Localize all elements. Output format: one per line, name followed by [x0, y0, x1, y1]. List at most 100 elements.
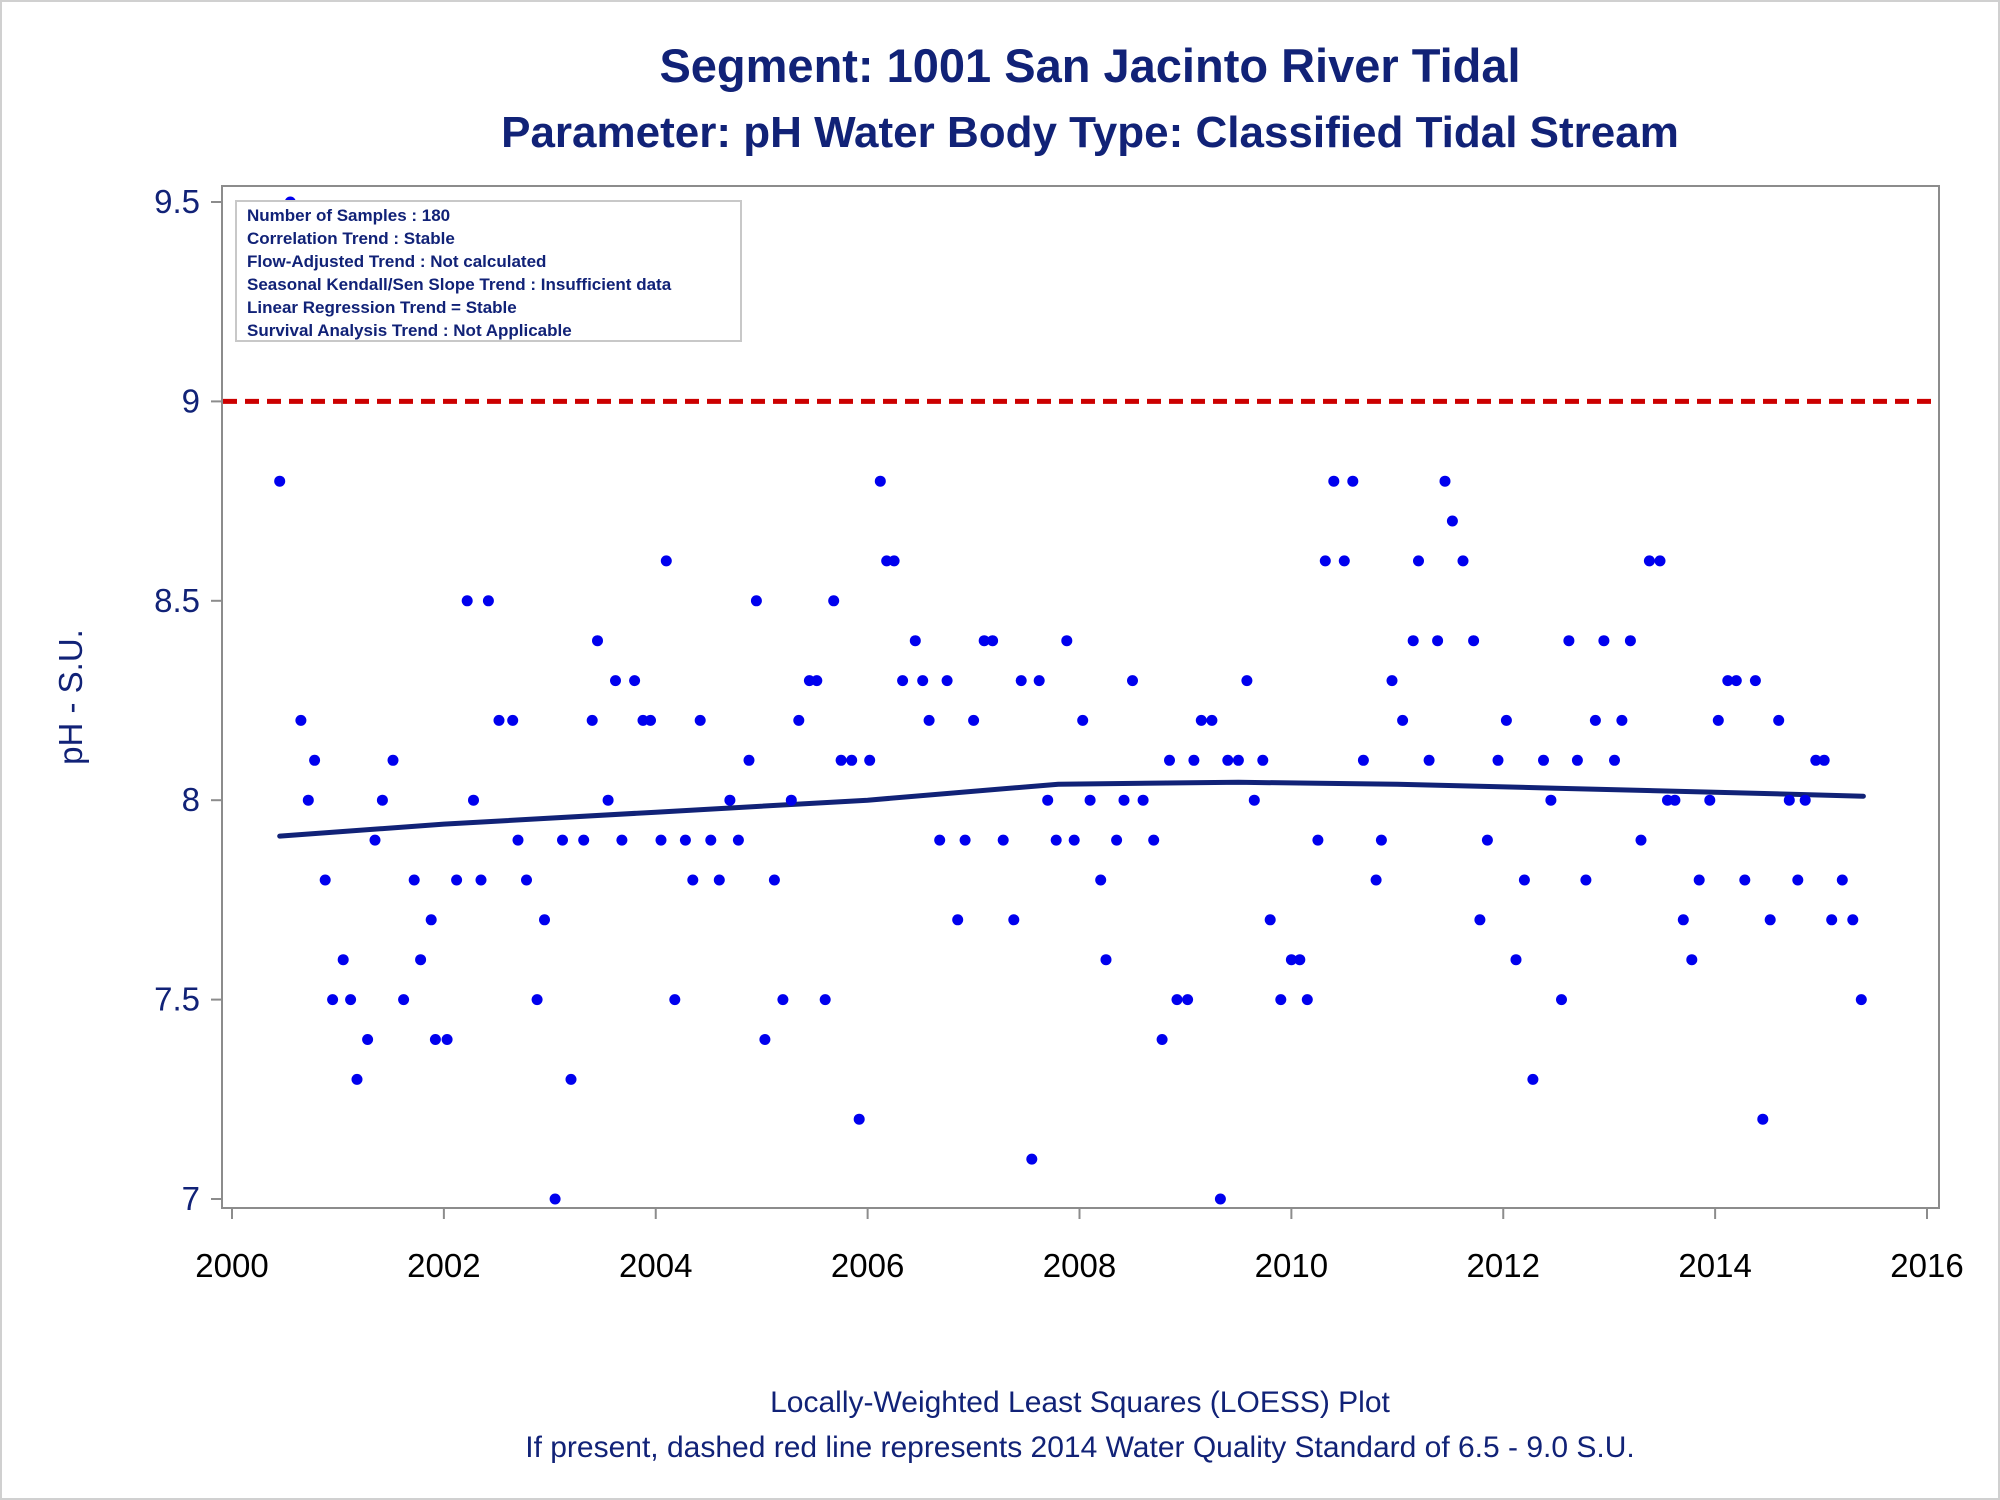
data-point: [1792, 874, 1804, 886]
data-point: [1749, 675, 1761, 687]
data-point: [952, 914, 964, 926]
data-point: [968, 714, 980, 726]
legend-box: [235, 200, 742, 342]
data-point: [1677, 914, 1689, 926]
legend-line-correlation: Correlation Trend : Stable: [247, 229, 455, 248]
data-point: [1510, 954, 1522, 966]
data-point: [1033, 675, 1045, 687]
data-point: [1413, 555, 1424, 567]
data-point: [1527, 1073, 1539, 1085]
data-point: [578, 834, 590, 846]
data-point: [592, 635, 603, 647]
data-point: [1077, 714, 1089, 726]
data-point: [1171, 994, 1183, 1006]
data-point: [1764, 914, 1776, 926]
data-point: [669, 994, 681, 1006]
data-point: [1589, 714, 1601, 726]
data-point: [1624, 635, 1636, 647]
data-point: [1118, 794, 1130, 806]
data-point: [660, 555, 672, 567]
y-tick-label: 7: [182, 1180, 200, 1217]
x-tick-label: 2010: [1255, 1247, 1328, 1284]
data-point: [1518, 874, 1530, 886]
data-point: [1847, 914, 1859, 926]
data-point: [941, 675, 953, 687]
data-point: [415, 954, 427, 966]
x-axis: 2000 2002 2004 2006 2008 2010 2012 2014 2016: [195, 1208, 1964, 1284]
data-point: [1730, 675, 1742, 687]
data-point: [387, 754, 399, 766]
data-point: [565, 1073, 577, 1085]
data-point: [369, 834, 381, 846]
x-tick-label: 2006: [831, 1247, 904, 1284]
data-point: [785, 794, 797, 806]
data-point: [482, 595, 494, 607]
data-point: [493, 714, 505, 726]
data-point: [724, 794, 736, 806]
y-tick-label: 9: [182, 382, 200, 419]
data-point: [1818, 754, 1830, 766]
data-point: [1492, 754, 1504, 766]
data-point: [610, 675, 621, 687]
data-point: [1538, 754, 1549, 766]
data-point: [694, 714, 706, 726]
data-point: [987, 635, 999, 647]
data-point: [327, 994, 339, 1006]
data-point: [1127, 675, 1138, 687]
data-point: [1580, 874, 1592, 886]
x-tick-label: 2000: [195, 1247, 268, 1284]
data-point: [1248, 794, 1260, 806]
footer-line-2: If present, dashed red line represents 2…: [525, 1431, 1635, 1464]
data-point: [759, 1034, 771, 1045]
data-point: [1722, 675, 1734, 687]
data-point: [934, 834, 946, 846]
data-point: [768, 874, 780, 886]
data-point: [1643, 555, 1655, 567]
data-point: [1026, 1153, 1038, 1165]
data-point: [1137, 794, 1149, 806]
data-point: [512, 834, 524, 846]
data-point: [917, 675, 929, 687]
data-point: [864, 754, 876, 766]
data-point: [451, 874, 463, 886]
data-point: [429, 1034, 441, 1045]
y-tick-label: 8: [182, 781, 200, 818]
data-point: [351, 1073, 363, 1085]
data-point: [1757, 1113, 1769, 1125]
data-point: [521, 874, 532, 886]
data-point: [1598, 635, 1610, 647]
data-point: [1008, 914, 1020, 926]
data-point: [874, 475, 886, 487]
data-point: [1084, 794, 1096, 806]
y-tick-label: 9.5: [154, 183, 200, 220]
data-points: [274, 196, 1867, 1205]
data-point: [1407, 635, 1419, 647]
data-point: [425, 914, 437, 926]
data-point: [1095, 874, 1107, 886]
x-tick-label: 2014: [1678, 1247, 1751, 1284]
data-point: [602, 794, 614, 806]
stats-legend: Number of Samples : 180 Correlation Tren…: [235, 200, 742, 342]
data-point: [1423, 754, 1435, 766]
data-point: [828, 595, 840, 607]
data-point: [679, 834, 691, 846]
data-point: [345, 994, 357, 1006]
y-tick-label: 7.5: [154, 981, 200, 1018]
y-axis: 7 7.5 8 8.5 9 9.5: [154, 183, 222, 1217]
data-point: [1457, 555, 1469, 567]
data-point: [705, 834, 717, 846]
data-point: [959, 834, 971, 846]
data-point: [1148, 834, 1160, 846]
chart-title: Segment: 1001 San Jacinto River Tidal: [659, 39, 1520, 92]
data-point: [1799, 794, 1811, 806]
data-point: [1654, 555, 1666, 567]
data-point: [1050, 834, 1062, 846]
data-point: [1214, 1193, 1226, 1205]
data-point: [1481, 834, 1493, 846]
data-point: [629, 675, 641, 687]
data-point: [777, 994, 789, 1006]
data-point: [475, 874, 487, 886]
loess-line: [277, 779, 1866, 839]
data-point: [398, 994, 410, 1006]
data-point: [1357, 754, 1369, 766]
